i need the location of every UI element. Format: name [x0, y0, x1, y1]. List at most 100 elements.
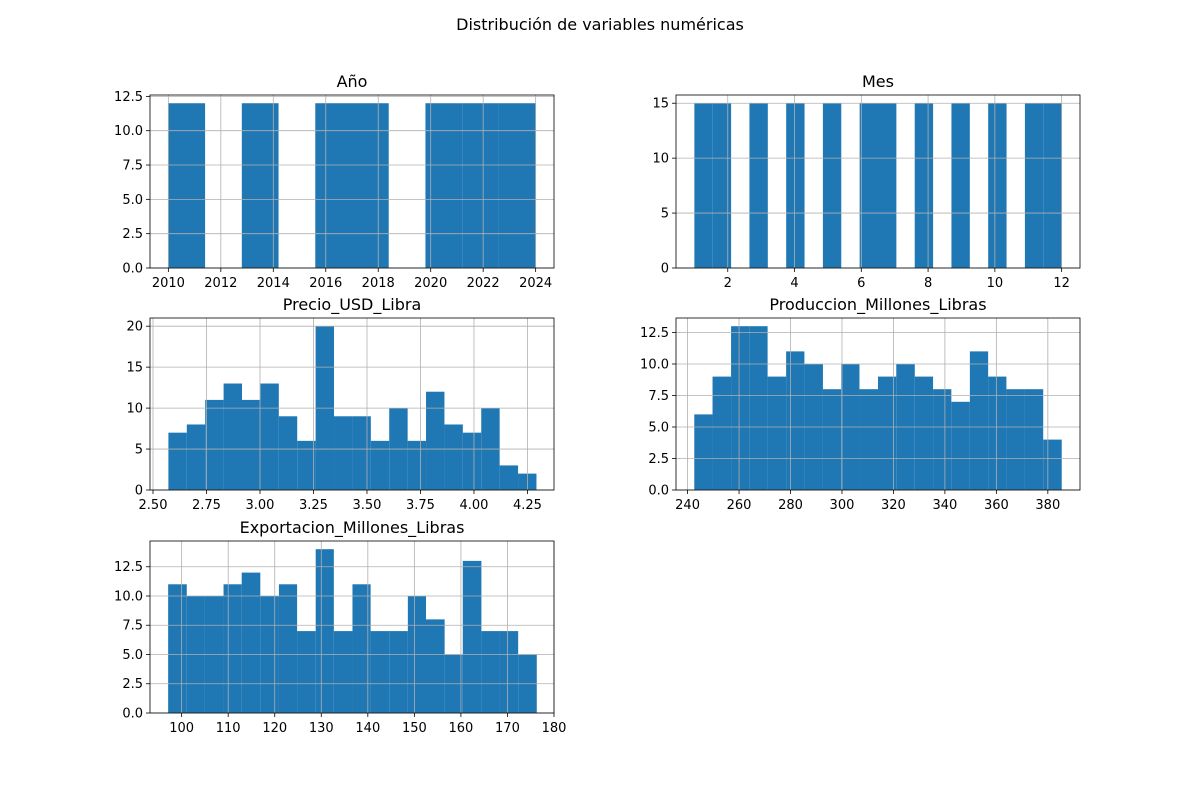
axes-frame [149, 540, 555, 714]
x-tick-label: 2022 [467, 276, 500, 291]
y-tick-label: 5 [135, 443, 143, 458]
x-tick-label: 180 [542, 721, 567, 736]
histogram-bar [499, 465, 519, 490]
x-axis: 100 110 120 130 140 150 160 170 180 [169, 713, 566, 736]
x-tick-label: 2.50 [139, 498, 168, 513]
histogram-bar [498, 103, 536, 268]
histogram-bars [168, 326, 537, 490]
histogram-bar [481, 631, 500, 713]
histogram-bar [241, 572, 261, 713]
histogram-bar [749, 103, 768, 268]
x-axis: 2010 2012 2014 2016 2018 2020 2022 2024 [152, 268, 552, 291]
y-tick-label: 12.5 [114, 560, 143, 575]
histogram-bar [969, 351, 989, 490]
x-tick-label: 3.00 [246, 498, 275, 513]
histogram-bar [168, 103, 206, 268]
axes-frame [675, 94, 1081, 269]
histogram-bar [278, 584, 298, 713]
histogram-bar [914, 103, 934, 268]
histogram-panel: Año 2010 2012 2014 2016 2018 2020 2022 2024 0.0 2.… [114, 72, 555, 291]
x-tick-label: 3.75 [406, 498, 435, 513]
histogram-bar [223, 383, 243, 490]
y-tick-label: 15 [652, 97, 669, 112]
histogram-bar [315, 549, 334, 713]
x-tick-label: 2024 [519, 276, 552, 291]
histogram-bar [786, 351, 805, 490]
x-tick-label: 3.25 [299, 498, 328, 513]
x-axis: 240 260 280 300 320 340 360 380 [675, 490, 1060, 513]
y-tick-label: 10.0 [114, 124, 143, 139]
x-tick-label: 280 [778, 498, 803, 513]
histogram-bar [370, 440, 390, 490]
grid-lines [676, 318, 1080, 491]
histogram-bar [334, 416, 353, 490]
x-tick-label: 4 [790, 276, 798, 291]
x-tick-label: 360 [984, 498, 1009, 513]
y-tick-label: 5 [661, 207, 669, 222]
x-tick-label: 380 [1035, 498, 1060, 513]
y-axis: 0.0 2.5 5.0 7.5 10.0 12.5 [114, 90, 150, 277]
histogram-bar [933, 389, 952, 490]
histogram-bar [1043, 439, 1062, 490]
x-tick-label: 12 [1053, 276, 1070, 291]
y-tick-label: 10.0 [114, 589, 143, 604]
figure-suptitle: Distribución de variables numéricas [456, 15, 744, 34]
axes-frame [149, 317, 555, 491]
y-tick-label: 7.5 [122, 159, 143, 174]
x-tick-label: 130 [309, 721, 334, 736]
y-tick-label: 2.5 [122, 677, 143, 692]
y-tick-label: 20 [126, 320, 143, 335]
histogram-panel: Precio_USD_Libra 2.50 2.75 3.00 3.25 3.50 3.75… [126, 295, 555, 513]
histogram-bar [426, 619, 445, 713]
histogram-bar [767, 376, 787, 490]
histogram-bar [242, 399, 261, 490]
y-tick-label: 12.5 [114, 90, 143, 105]
y-tick-label: 12.5 [640, 326, 669, 341]
histogram-bar [1024, 103, 1044, 268]
panel-title: Año [337, 72, 368, 91]
grid-lines [150, 95, 554, 269]
histogram-bar [426, 391, 445, 490]
histogram-bar [878, 103, 897, 268]
x-tick-label: 110 [216, 721, 241, 736]
x-tick-label: 6 [857, 276, 865, 291]
histogram-bar [694, 103, 713, 268]
x-tick-label: 2.75 [192, 498, 221, 513]
x-tick-label: 150 [402, 721, 427, 736]
x-tick-label: 160 [448, 721, 473, 736]
axes-frame [675, 317, 1081, 491]
x-tick-label: 340 [932, 498, 957, 513]
histogram-bar [822, 103, 842, 268]
x-tick-label: 2012 [204, 276, 237, 291]
histogram-panel: Produccion_Millones_Libras 240 260 280 300 32… [640, 295, 1081, 513]
x-tick-label: 10 [987, 276, 1004, 291]
y-tick-label: 0 [661, 262, 669, 277]
histogram-bar [168, 584, 187, 713]
histogram-bar [297, 440, 316, 490]
y-tick-label: 10.0 [640, 357, 669, 372]
histogram-bar [731, 326, 750, 490]
y-tick-label: 10 [652, 152, 669, 167]
x-axis: 2 4 6 8 10 12 [724, 268, 1070, 291]
histogram-bar [786, 103, 805, 268]
x-tick-label: 2020 [414, 276, 447, 291]
histogram-bar [205, 399, 224, 490]
histogram-bar [260, 383, 279, 490]
histogram-bar [988, 376, 1007, 490]
histogram-bar [749, 326, 768, 490]
x-tick-label: 140 [355, 721, 380, 736]
y-tick-label: 7.5 [648, 389, 669, 404]
histogram-bar [462, 432, 482, 490]
histogram-bar [168, 432, 187, 490]
histogram-panel: Mes 2 4 6 8 10 12 0 5 10 15 [652, 72, 1081, 291]
histogram-bar [352, 584, 371, 713]
panel-title: Mes [862, 72, 894, 91]
histogram-bar [1043, 103, 1062, 268]
histogram-bar [407, 440, 427, 490]
y-tick-label: 0.0 [122, 707, 143, 722]
x-tick-label: 4.25 [513, 498, 542, 513]
x-tick-label: 2018 [362, 276, 395, 291]
histogram-bar [914, 376, 934, 490]
